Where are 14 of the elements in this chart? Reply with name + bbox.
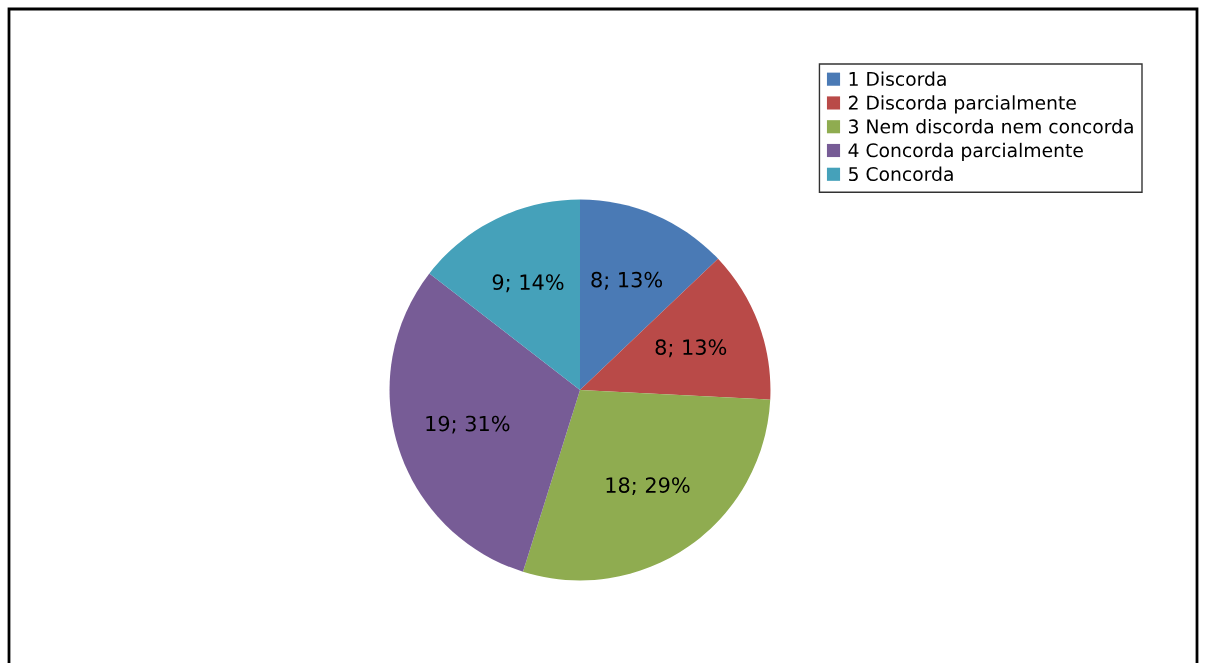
pie-slice xyxy=(429,199,580,390)
pie-slice xyxy=(580,258,771,400)
legend-label: 2 Discorda parcialmente xyxy=(848,95,1076,114)
legend-label: 1 Discorda xyxy=(849,71,946,87)
data-label: 8; 13% xyxy=(591,271,663,290)
legend-label: 5 Concorda xyxy=(849,166,953,182)
pie-slice xyxy=(522,390,771,581)
legend-label: 4 Concorda parcialmente xyxy=(848,142,1083,161)
pie-slice xyxy=(389,273,580,572)
data-label: 8; 13% xyxy=(655,339,727,358)
legend-label: 3 Nem discorda nem concorda xyxy=(849,119,1133,134)
data-label: 19; 31% xyxy=(426,415,510,434)
data-label: 9; 14% xyxy=(492,274,564,293)
data-label: 18; 29% xyxy=(606,477,690,496)
